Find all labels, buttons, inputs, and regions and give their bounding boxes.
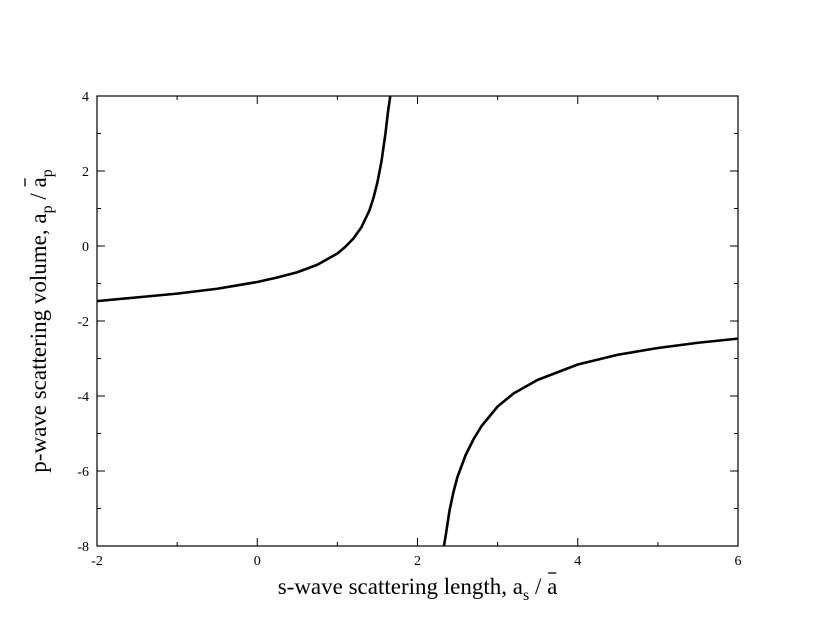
x-tick-label: 0	[254, 554, 261, 569]
y-axis-label: p-wave scattering volume, ap / ap	[26, 169, 56, 472]
y-tick-label: -8	[77, 540, 89, 555]
y-tick-label: -6	[77, 465, 89, 480]
x-tick-label: 2	[414, 554, 421, 569]
y-tick-label: 2	[82, 165, 89, 180]
plot-frame	[96, 95, 739, 547]
axis-ticks	[96, 95, 739, 547]
tick-labels: -2 0 2 4 6 -8 -6 -4 -2 0 2 4	[77, 90, 741, 569]
x-axis-label: s-wave scattering length, as / a	[278, 574, 558, 604]
series-line-left-branch	[96, 95, 392, 303]
data-curves	[96, 95, 739, 547]
y-tick-label: -2	[77, 315, 89, 330]
x-tick-label: 6	[735, 554, 742, 569]
y-tick-label: -4	[77, 390, 89, 405]
y-tick-label: 0	[82, 240, 89, 255]
y-tick-label: 4	[82, 90, 89, 105]
series-line-right-branch	[442, 337, 739, 547]
x-tick-label: -2	[91, 554, 103, 569]
x-tick-label: 4	[574, 554, 581, 569]
